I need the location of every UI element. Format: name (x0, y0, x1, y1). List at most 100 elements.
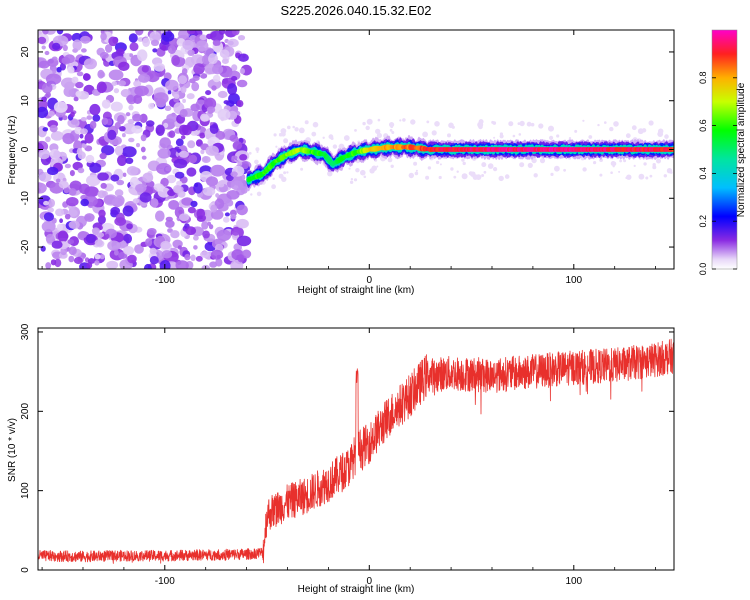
ridge-halo-dot (530, 122, 535, 127)
noise-blob (206, 33, 213, 40)
noise-blob (111, 81, 118, 86)
noise-blob (210, 204, 218, 213)
noise-blob (227, 83, 238, 96)
noise-blob (50, 259, 57, 266)
noise-blob (239, 154, 248, 161)
noise-blob (167, 45, 177, 54)
noise-blob (81, 48, 87, 53)
noise-blob (38, 106, 49, 119)
noise-blob (55, 178, 61, 183)
spectrogram-y-tick-label: -20 (20, 239, 31, 254)
ridge-halo-dot (314, 124, 317, 127)
snr-y-tick-label: 200 (20, 403, 31, 420)
noise-blob (76, 71, 84, 77)
noise-blob (42, 127, 49, 132)
noise-blob (67, 239, 75, 245)
noise-blob (97, 172, 109, 181)
noise-blob (50, 131, 64, 141)
ridge-halo-dot (643, 162, 647, 166)
noise-blob (75, 81, 84, 89)
ridge-halo-dot (353, 178, 358, 182)
noise-blob (38, 100, 48, 109)
noise-blob (150, 39, 160, 46)
ridge-halo-dot (599, 173, 603, 177)
noise-blob (100, 182, 107, 189)
spectrogram-y-tick-label: -10 (20, 191, 31, 206)
noise-blob (108, 36, 118, 47)
noise-blob (55, 208, 65, 217)
ridge-halo-dot (377, 118, 381, 122)
noise-blob (139, 113, 148, 124)
noise-blob (114, 249, 119, 256)
noise-blob (133, 94, 143, 105)
chart-title: S225.2026.040.15.32.E02 (280, 3, 431, 18)
noise-blob (127, 254, 137, 264)
noise-blob (97, 190, 106, 199)
noise-blob (110, 206, 121, 215)
noise-blob (186, 167, 197, 177)
noise-blob (64, 81, 75, 90)
noise-blob (207, 221, 212, 226)
noise-blob (107, 129, 117, 140)
noise-blob (131, 125, 143, 134)
noise-blob (141, 65, 149, 73)
noise-blob (190, 200, 198, 208)
noise-blob (161, 45, 167, 51)
snr-x-tick-label: -100 (155, 576, 175, 587)
noise-blob (68, 209, 78, 217)
noise-blob (80, 117, 87, 122)
snr-y-tick-label: 100 (20, 482, 31, 499)
noise-blob (129, 42, 139, 52)
ridge-halo-dot (612, 165, 615, 168)
noise-blob (182, 39, 194, 51)
colorbar-tick-label: 0.4 (698, 167, 708, 180)
noise-blob (217, 182, 225, 188)
noise-blob (84, 132, 94, 144)
noise-blob (92, 114, 101, 122)
noise-blob (45, 233, 55, 244)
noise-blob (73, 256, 83, 265)
noise-blob (62, 115, 68, 121)
ridge-halo-dot (637, 128, 644, 135)
colorbar-tick-label: 0.0 (698, 263, 708, 276)
noise-blob (182, 98, 187, 103)
noise-blob (105, 44, 113, 53)
noise-blob (178, 75, 188, 85)
noise-blob (38, 60, 50, 69)
noise-blob (72, 48, 78, 53)
noise-blob (71, 32, 83, 43)
ridge-halo-dot (375, 128, 381, 135)
noise-blob (66, 197, 79, 207)
noise-blob (165, 216, 173, 222)
noise-blob (188, 154, 198, 164)
noise-blob (85, 154, 95, 164)
colorbar-label: Normalized spectral amplitude (736, 82, 747, 217)
noise-blob (52, 68, 57, 74)
noise-blob (153, 92, 169, 105)
noise-blob (91, 227, 100, 234)
ridge-halo-dot (508, 121, 514, 127)
noise-blob (165, 219, 175, 228)
ridge-halo-dot (311, 131, 317, 137)
noise-blob (68, 188, 77, 196)
ridge-halo-dot (391, 131, 395, 134)
noise-blob (219, 49, 230, 58)
ridge-halo-dot (604, 121, 607, 124)
noise-blob (167, 90, 172, 95)
noise-blob (215, 258, 223, 267)
noise-blob (236, 79, 248, 88)
ridge-halo-dot (349, 180, 354, 184)
noise-blob (159, 137, 171, 149)
noise-blob (153, 183, 164, 192)
noise-blob (236, 218, 249, 229)
ridge-halo-dot (462, 161, 466, 166)
ridge-halo-dot (387, 157, 393, 163)
noise-blob (226, 190, 240, 200)
ridge-halo-dot (286, 171, 289, 174)
noise-blob (239, 68, 245, 75)
noise-blob (118, 61, 130, 71)
noise-blob (38, 149, 50, 160)
noise-blob (227, 38, 239, 48)
noise-blob (89, 162, 102, 173)
noise-blob (122, 205, 134, 217)
